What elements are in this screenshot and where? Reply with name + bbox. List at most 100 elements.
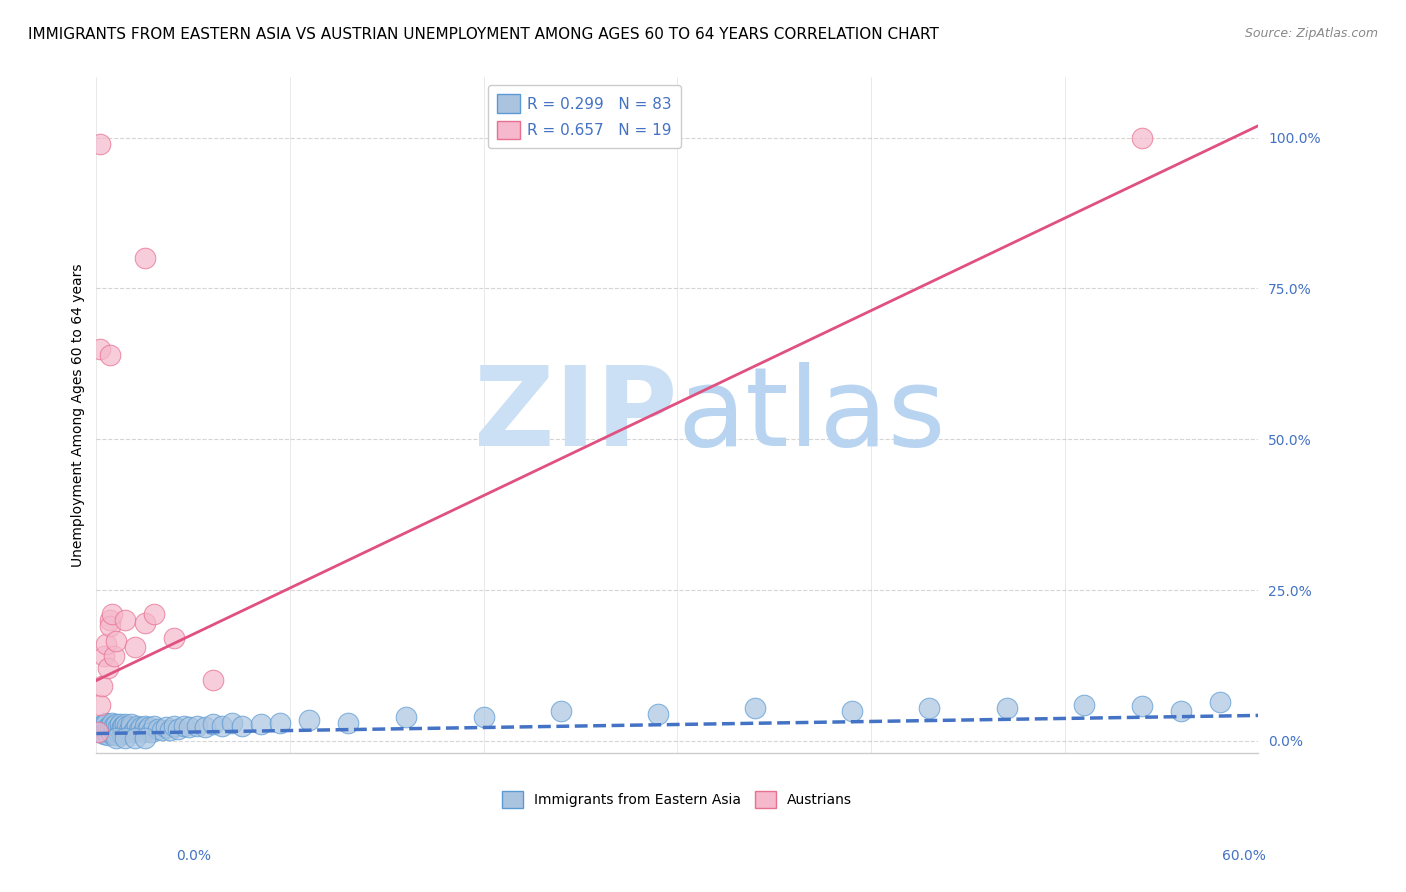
Point (135, 723, 157, 737)
Point (98, 724, 121, 739)
Point (132, 724, 155, 739)
Point (107, 724, 129, 739)
Point (107, 721, 129, 735)
Point (117, 719, 139, 733)
Point (114, 731, 136, 745)
Point (94, 715, 117, 730)
Text: atlas: atlas (678, 361, 946, 468)
Point (138, 721, 160, 735)
Point (250, 717, 273, 731)
Point (93, 649, 115, 664)
Point (166, 722, 188, 736)
Point (186, 719, 208, 733)
Point (104, 717, 127, 731)
Point (134, 252, 156, 266)
Point (155, 721, 177, 735)
Point (118, 723, 141, 737)
Point (201, 673, 224, 688)
Point (112, 719, 135, 733)
Point (918, 700, 941, 714)
Point (841, 704, 863, 718)
Point (89, 724, 111, 739)
Point (114, 717, 136, 731)
Text: 0.0%: 0.0% (176, 849, 211, 863)
Point (134, 616, 156, 631)
Point (744, 700, 766, 714)
Text: IMMIGRANTS FROM EASTERN ASIA VS AUSTRIAN UNEMPLOYMENT AMONG AGES 60 TO 64 YEARS : IMMIGRANTS FROM EASTERN ASIA VS AUSTRIAN… (28, 27, 939, 42)
Point (143, 719, 166, 733)
Point (110, 726, 132, 740)
Point (550, 704, 572, 718)
Point (93, 717, 115, 731)
Point (98, 619, 121, 633)
Point (104, 728, 127, 742)
Point (87, 722, 110, 736)
Point (194, 721, 217, 735)
Y-axis label: Unemployment Among Ages 60 to 64 years: Unemployment Among Ages 60 to 64 years (72, 263, 86, 567)
Point (94, 637, 117, 651)
Point (128, 723, 150, 737)
Point (1073, 698, 1095, 712)
Point (104, 731, 127, 745)
Point (1130, 698, 1153, 713)
Point (103, 649, 125, 664)
Point (93, 726, 115, 740)
Point (103, 719, 125, 733)
Point (221, 715, 243, 730)
Point (94, 724, 117, 739)
Point (97, 661, 120, 675)
Point (134, 719, 156, 733)
Point (125, 719, 148, 733)
Point (231, 719, 253, 733)
Point (97, 721, 120, 735)
Point (108, 717, 131, 731)
Point (1208, 695, 1230, 709)
Point (94, 722, 117, 736)
Point (173, 719, 195, 733)
Point (269, 715, 291, 730)
Point (89, 698, 111, 712)
Point (647, 706, 669, 721)
Point (89, 719, 111, 733)
Point (101, 607, 124, 621)
Point (124, 731, 146, 745)
Point (179, 721, 201, 735)
Point (91, 680, 114, 694)
Point (124, 640, 146, 655)
Point (91, 721, 114, 735)
Point (101, 726, 124, 740)
Point (98, 723, 121, 737)
Point (104, 722, 127, 736)
Point (122, 724, 145, 739)
Point (201, 717, 224, 731)
Text: Source: ZipAtlas.com: Source: ZipAtlas.com (1244, 27, 1378, 40)
Point (103, 724, 125, 739)
Point (472, 709, 495, 723)
Point (120, 721, 142, 735)
Point (101, 721, 124, 735)
Point (110, 721, 132, 735)
Point (97, 728, 120, 742)
Point (91, 723, 114, 737)
Legend: Immigrants from Eastern Asia, Austrians: Immigrants from Eastern Asia, Austrians (496, 785, 858, 814)
Point (150, 723, 173, 737)
Point (98, 719, 121, 733)
Point (108, 723, 131, 737)
Point (112, 723, 135, 737)
Point (337, 715, 360, 730)
Point (101, 715, 124, 730)
Point (114, 724, 136, 739)
Point (129, 721, 152, 735)
Point (98, 613, 121, 627)
Point (148, 722, 170, 736)
Point (104, 634, 127, 648)
Point (1130, 130, 1153, 145)
Point (120, 717, 142, 731)
Point (98, 348, 121, 362)
Point (89, 136, 111, 151)
Point (159, 723, 181, 737)
Point (89, 342, 111, 356)
Text: ZIP: ZIP (474, 361, 678, 468)
Point (211, 719, 233, 733)
Point (114, 613, 136, 627)
